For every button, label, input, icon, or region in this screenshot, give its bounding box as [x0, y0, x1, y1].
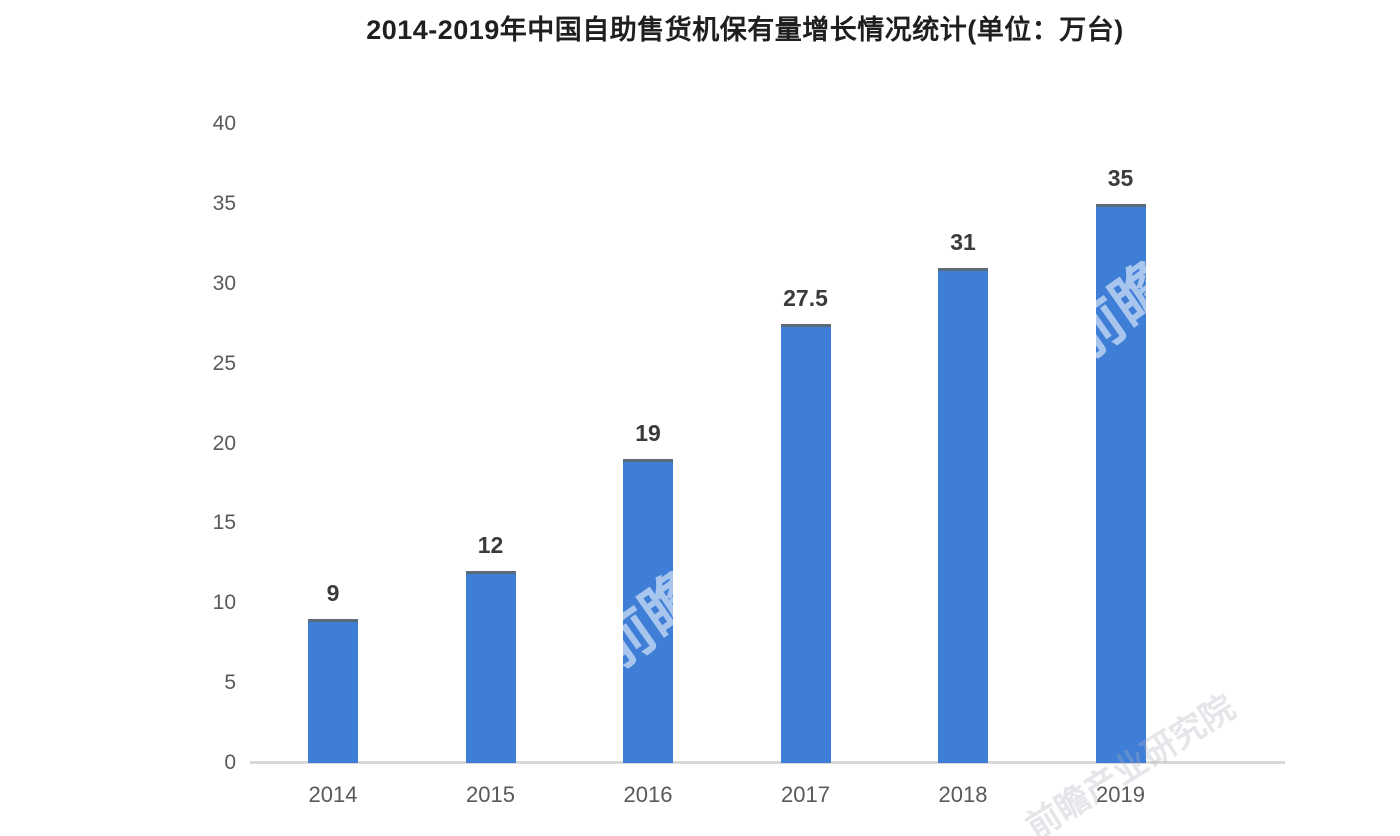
x-axis-tick-label: 2017	[781, 782, 830, 807]
x-axis-tick-label: 2014	[308, 782, 358, 807]
y-axis-tick-label: 30	[212, 271, 236, 295]
bar	[1095, 203, 1146, 763]
bar-value-label: 35	[1107, 164, 1134, 191]
bar	[938, 267, 988, 763]
y-axis-tick-label: 5	[224, 671, 236, 695]
bar-value-label: 12	[477, 532, 504, 559]
y-axis-tick-label: 35	[212, 191, 236, 215]
x-axis-tick-label: 2019	[1096, 782, 1145, 807]
x-axis-line	[250, 761, 1285, 764]
y-axis-tick-label: 20	[212, 431, 236, 455]
x-axis-tick-label: 2015	[466, 782, 515, 807]
bar-value-label: 19	[635, 420, 661, 447]
y-axis-tick-label: 15	[212, 511, 236, 535]
bar-value-label: 27.5	[783, 284, 828, 311]
y-axis-tick-label: 25	[212, 351, 236, 375]
bar	[780, 323, 831, 763]
bar	[308, 619, 358, 763]
y-axis-tick-label: 40	[212, 112, 236, 135]
bar-value-label: 31	[950, 228, 976, 255]
y-axis-tick-label: 10	[212, 591, 236, 615]
bar	[623, 459, 673, 763]
x-axis-tick-label: 2018	[938, 782, 988, 807]
x-axis-tick-label: 2016	[623, 782, 673, 807]
chart-title: 2014-2019年中国自助售货机保有量增长情况统计(单位：万台)	[366, 15, 1124, 45]
bar-value-label: 9	[326, 580, 340, 607]
y-axis-tick-label: 0	[224, 751, 236, 774]
bar	[465, 571, 516, 763]
